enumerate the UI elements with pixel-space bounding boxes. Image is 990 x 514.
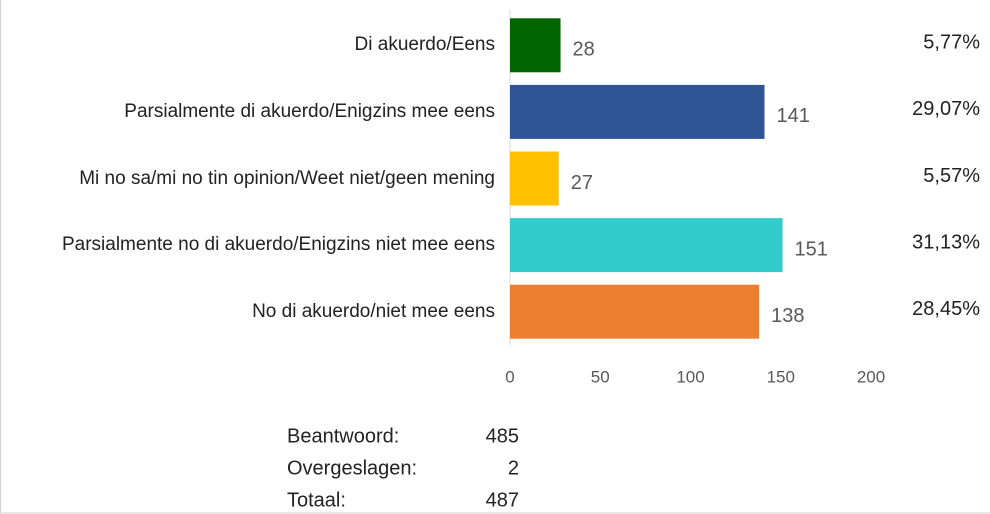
bar	[510, 151, 559, 206]
category-label: No di akuerdo/niet mee eens	[252, 300, 495, 322]
value-label: 151	[795, 238, 828, 260]
x-tick-label: 200	[857, 367, 885, 386]
category-label: Mi no sa/mi no tin opinion/Weet niet/gee…	[79, 167, 495, 189]
x-tick-label: 0	[505, 367, 514, 386]
category-label: Parsialmente no di akuerdo/Enigzins niet…	[61, 234, 495, 256]
percent-label: 31,13%	[912, 231, 980, 253]
value-label: 138	[771, 305, 804, 327]
percent-label: 5,77%	[923, 32, 980, 54]
summary-label: Beantwoord:	[287, 425, 399, 447]
summary-value: 2	[508, 457, 519, 479]
bar	[510, 284, 760, 339]
x-tick-label: 50	[591, 367, 610, 386]
category-label: Di akuerdo/Eens	[354, 34, 495, 56]
percent-label: 29,07%	[912, 98, 980, 120]
summary-value: 485	[486, 425, 519, 447]
bar	[510, 18, 561, 73]
percent-label: 5,57%	[923, 165, 980, 187]
category-label: Parsialmente di akuerdo/Enigzins mee een…	[124, 100, 495, 122]
percent-label: 28,45%	[912, 298, 980, 320]
x-tick-label: 150	[767, 367, 795, 386]
bar	[510, 84, 765, 139]
summary-label: Overgeslagen:	[287, 457, 417, 479]
x-tick-label: 100	[676, 367, 704, 386]
value-label: 28	[573, 39, 595, 61]
bar	[510, 218, 783, 273]
summary-value: 487	[486, 489, 519, 511]
value-label: 141	[777, 105, 810, 127]
summary-label: Totaal:	[287, 489, 346, 511]
value-label: 27	[571, 172, 593, 194]
